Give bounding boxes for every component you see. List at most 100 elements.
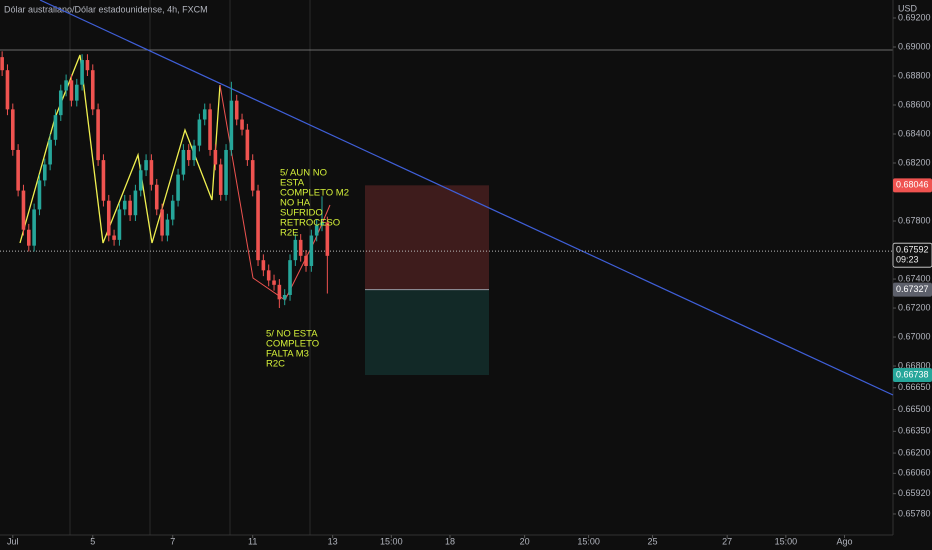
candle-body <box>240 119 244 130</box>
risk-zone <box>365 185 489 290</box>
candle-body <box>74 84 79 101</box>
candle-body <box>325 222 330 256</box>
annotation: FALTA M3 <box>266 349 309 360</box>
candle-body <box>154 184 159 210</box>
entry-price-label: 0.67327 <box>896 284 929 294</box>
candle-body <box>245 129 250 161</box>
y-tick-label: 0.69200 <box>898 12 931 22</box>
annotation: RETROCESO <box>280 218 340 229</box>
y-tick-label: 0.68800 <box>898 70 931 80</box>
candle-body <box>272 280 276 285</box>
trend-line <box>39 0 894 396</box>
candle-body <box>21 190 26 230</box>
y-tick-label: 0.67400 <box>898 273 931 283</box>
y-tick-label: 0.65780 <box>898 508 931 518</box>
x-tick-label: 13 <box>328 536 338 546</box>
candle-body <box>320 222 324 226</box>
candle-body <box>149 160 154 185</box>
candle-body <box>261 260 266 271</box>
chart-title: Dólar australiano/Dólar estadounidense, … <box>4 4 208 14</box>
x-tick-label: 27 <box>722 536 732 546</box>
candle-body <box>309 235 314 266</box>
target-price-label: 0.66738 <box>896 369 929 379</box>
candle-body <box>10 109 15 150</box>
x-tick-label: 15:00 <box>775 536 798 546</box>
candle-body <box>53 115 58 140</box>
candle-body <box>208 109 212 150</box>
y-tick-label: 0.67000 <box>898 331 931 341</box>
x-tick-label: Ago <box>836 536 852 546</box>
candle-body <box>170 200 175 220</box>
y-tick-label: 0.66200 <box>898 447 931 457</box>
x-tick-label: Jul <box>7 536 19 546</box>
candle-body <box>117 209 122 240</box>
y-tick-label: 0.66800 <box>898 360 931 370</box>
y-tick-label: 0.68200 <box>898 157 931 167</box>
candle-body <box>80 60 84 85</box>
candle-body <box>176 174 180 201</box>
candle-body <box>42 164 47 181</box>
annotation: R2E <box>280 228 298 239</box>
candle-body <box>213 149 218 165</box>
candle-body <box>90 70 95 110</box>
candle-body <box>160 209 164 236</box>
candle-body <box>32 209 36 246</box>
wave-line <box>19 54 221 244</box>
candle-body <box>234 100 239 120</box>
annotation: COMPLETO <box>266 339 319 350</box>
x-tick-label: 20 <box>520 536 530 546</box>
candle-body <box>181 149 186 175</box>
candle-body <box>250 160 255 191</box>
candle-body <box>101 160 106 201</box>
candle-body <box>133 190 138 216</box>
entry-price-label-box <box>893 282 932 297</box>
candle-body <box>85 60 90 71</box>
annotation: 5/ NO ESTA <box>266 329 318 340</box>
candle-body <box>197 119 202 146</box>
candle-body <box>48 139 52 165</box>
candle-body <box>192 145 196 161</box>
candle-body <box>69 80 74 101</box>
x-tick-label: 18 <box>445 536 455 546</box>
candle-body <box>165 219 170 236</box>
y-tick-label: 0.65920 <box>898 488 931 498</box>
last-price-box <box>892 242 932 268</box>
candle-body <box>128 200 132 216</box>
candle-body <box>112 235 116 240</box>
candle-body <box>256 190 260 261</box>
y-tick-label: 0.68600 <box>898 99 931 109</box>
candle-body <box>314 225 319 236</box>
candle-body <box>186 149 191 161</box>
candle-body <box>288 260 292 295</box>
y-tick-label: 0.67800 <box>898 215 931 225</box>
y-tick-label: 0.66500 <box>898 404 931 414</box>
x-tick-label: 25 <box>648 536 658 546</box>
currency: USD <box>898 3 918 13</box>
countdown: 09:23 <box>896 255 919 265</box>
y-tick-label: 0.66350 <box>898 426 931 436</box>
target-price-label-box <box>893 368 932 383</box>
x-tick-label: 15:00 <box>577 536 600 546</box>
candle-body <box>37 180 42 210</box>
candle-body <box>5 70 10 110</box>
y-tick-label: 0.66650 <box>898 382 931 392</box>
candle-body <box>202 109 207 120</box>
candle-body <box>144 160 148 171</box>
stop-price-label: 0.68046 <box>896 180 929 190</box>
candle-body <box>293 239 298 261</box>
candle-body <box>282 294 287 300</box>
candle-body <box>0 57 4 71</box>
annotation: NO HA <box>280 198 311 209</box>
candle-body <box>26 229 31 246</box>
y-tick-label: 0.67200 <box>898 302 931 312</box>
x-tick-label: 7 <box>170 536 175 546</box>
candle-body <box>58 90 63 116</box>
annotation: R2C <box>266 359 285 370</box>
candle-body <box>218 164 223 195</box>
candle-body <box>229 100 234 150</box>
candle-body <box>16 149 20 191</box>
y-tick-label: 0.68400 <box>898 128 931 138</box>
x-tick-label: 11 <box>248 536 257 546</box>
